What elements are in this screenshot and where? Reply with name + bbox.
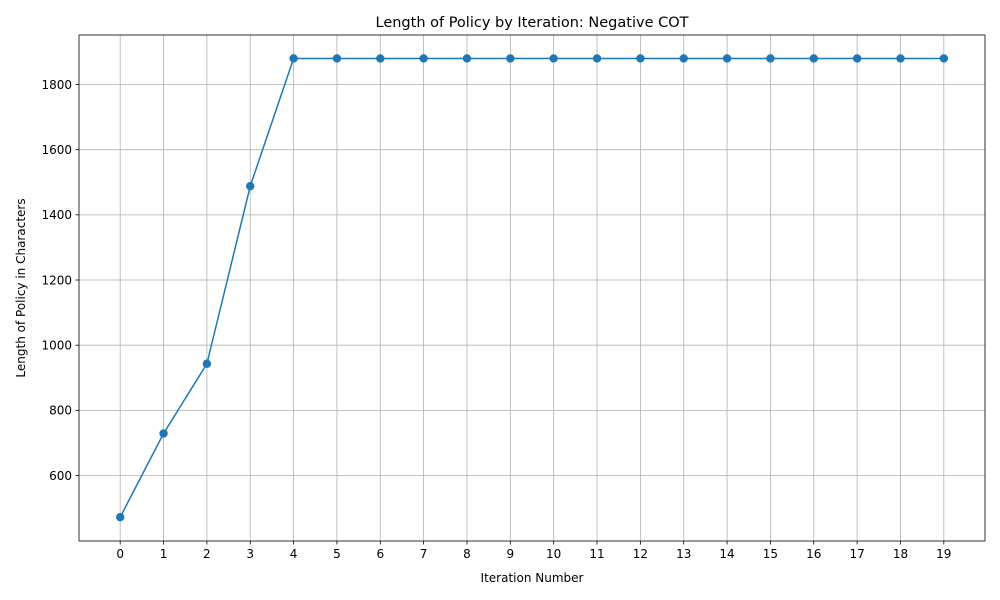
data-point <box>332 54 342 63</box>
y-tick-label: 1400 <box>41 208 72 222</box>
x-tick-label: 17 <box>849 547 864 561</box>
plot-frame <box>78 34 986 542</box>
series-line <box>119 57 945 519</box>
data-point <box>289 54 298 63</box>
x-tick-label: 5 <box>333 547 341 561</box>
ticks: 0 1 2 3 4 5 6 7 8 9 10 11 12 13 14 15 16 17 18 196008001000… <box>41 78 951 561</box>
y-axis-label: Length of Policy in Characters <box>14 198 28 377</box>
x-tick-label: 9 <box>507 547 515 561</box>
data-point <box>376 54 385 63</box>
x-tick-label: 2 <box>203 547 211 561</box>
x-tick-label: 16 <box>806 547 821 561</box>
series-layer <box>115 54 949 522</box>
data-point <box>852 54 862 63</box>
data-point <box>246 181 255 191</box>
grid <box>79 35 985 541</box>
chart-title: Length of Policy by Iteration: Negative … <box>376 15 689 31</box>
data-point <box>549 54 558 63</box>
x-tick-label: 11 <box>589 547 604 561</box>
data-point <box>592 54 602 63</box>
x-tick-label: 19 <box>936 547 951 561</box>
data-point <box>462 54 472 63</box>
x-tick-label: 18 <box>893 547 908 561</box>
x-tick-label: 1 <box>160 547 168 561</box>
x-tick-label: 15 <box>763 547 778 561</box>
y-tick-label: 1800 <box>41 78 72 92</box>
data-point <box>202 359 212 368</box>
data-point <box>115 513 125 522</box>
x-tick-label: 0 <box>116 547 124 561</box>
x-tick-label: 7 <box>420 547 428 561</box>
x-tick-label: 8 <box>463 547 471 561</box>
x-tick-label: 3 <box>246 547 254 561</box>
x-tick-label: 12 <box>633 547 648 561</box>
data-point <box>679 54 688 63</box>
x-tick-label: 10 <box>546 547 561 561</box>
data-point <box>506 54 515 63</box>
y-tick-label: 600 <box>49 469 72 483</box>
data-point <box>636 54 645 63</box>
data-point <box>419 54 428 63</box>
x-axis-label: Iteration Number <box>481 571 584 585</box>
y-tick-label: 1200 <box>41 273 72 287</box>
x-tick-label: 4 <box>290 547 298 561</box>
data-point <box>766 54 775 63</box>
x-tick-label: 6 <box>376 547 384 561</box>
x-tick-label: 13 <box>676 547 691 561</box>
data-point <box>722 54 732 63</box>
y-tick-label: 1000 <box>41 338 72 352</box>
data-point <box>939 54 949 63</box>
x-tick-label: 14 <box>719 547 734 561</box>
y-tick-label: 1600 <box>41 143 72 157</box>
data-point <box>809 54 818 63</box>
data-point <box>896 54 905 63</box>
data-point <box>159 429 168 438</box>
y-tick-label: 800 <box>49 404 72 418</box>
